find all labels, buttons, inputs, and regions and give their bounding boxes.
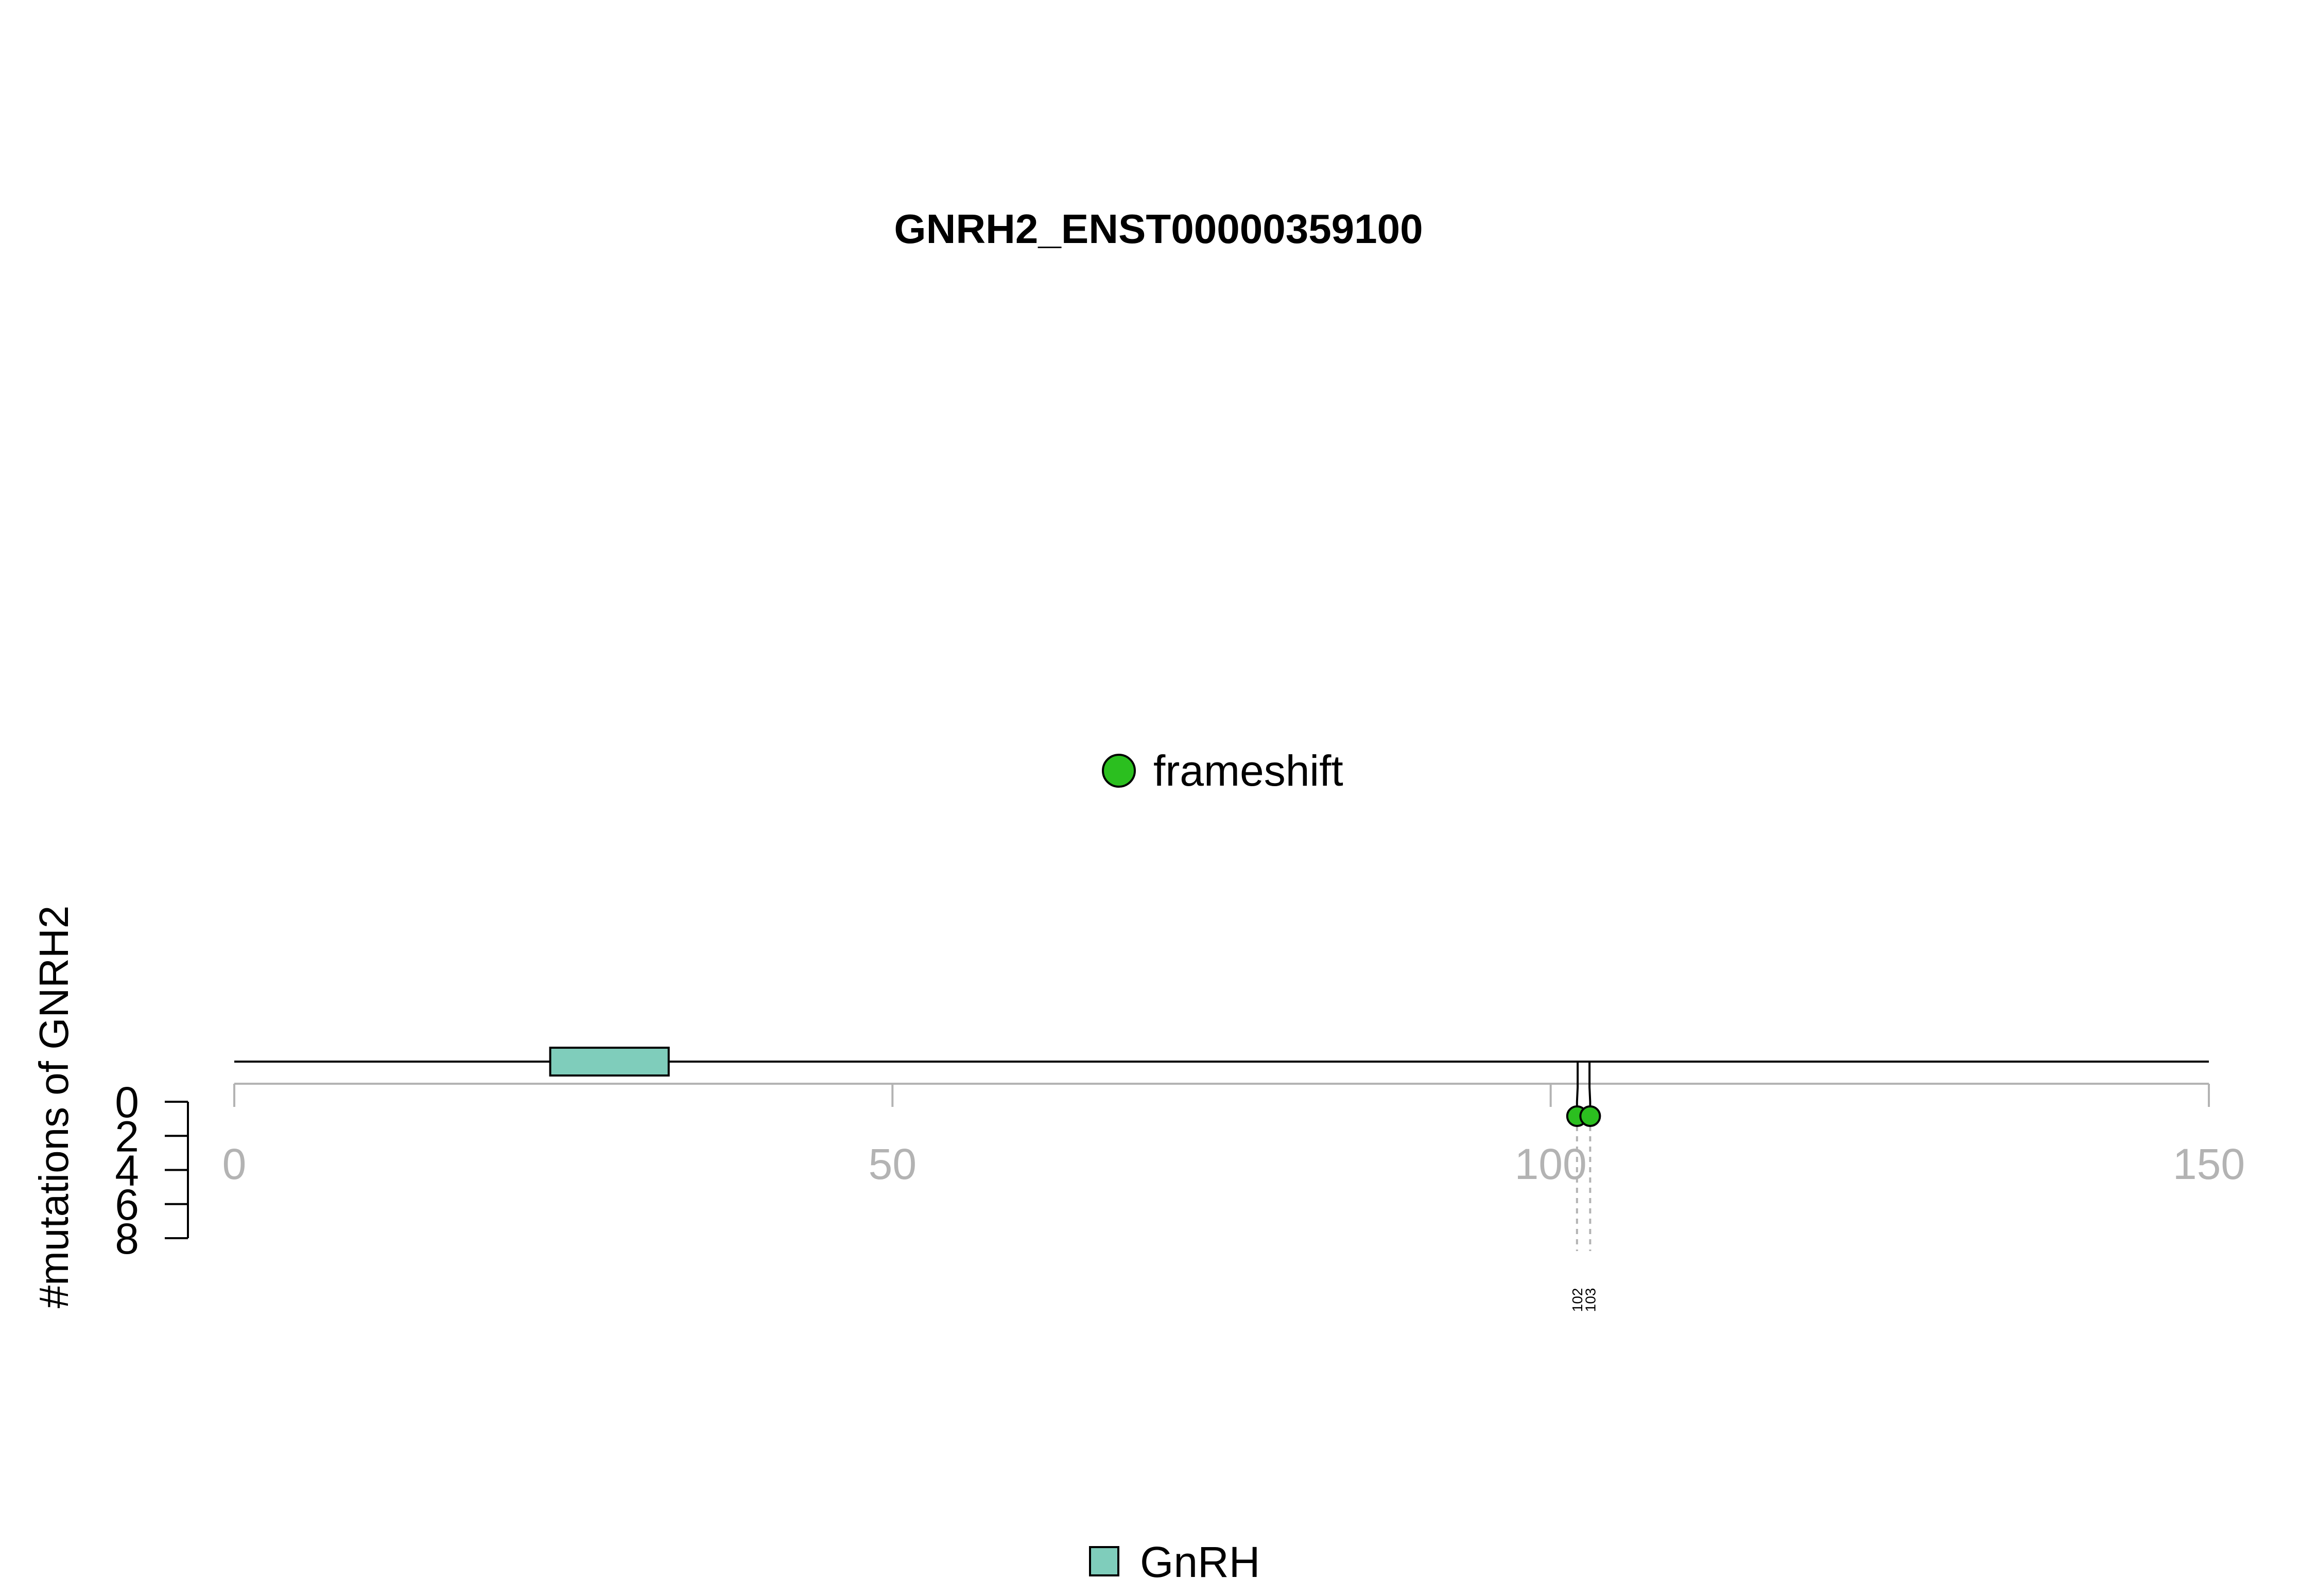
y-axis-label: #mutations of GNRH2: [31, 906, 77, 1309]
y-tick-label-2: 2: [115, 1112, 139, 1160]
domain-GnRH: [549, 1047, 670, 1077]
chart-title: GNRH2_ENST00000359100: [894, 206, 1423, 252]
x-tick-label-150: 150: [2173, 1140, 2245, 1188]
mutation-position-label-102: 102: [1569, 1288, 1585, 1312]
domain-layer: [549, 1047, 670, 1077]
domain-legend-swatch-GnRH: [1089, 1546, 1119, 1576]
domain-legend-label-GnRH: GnRH: [1140, 1538, 1260, 1586]
mutation-type-legend: frameshift: [1102, 747, 1343, 795]
mutation-position-label-103: 103: [1582, 1288, 1598, 1312]
mutation-stem-102: [1576, 1062, 1579, 1106]
y-tick-label-4: 4: [115, 1147, 139, 1195]
y-tick-label-6: 6: [115, 1181, 139, 1229]
legend-label-frameshift: frameshift: [1153, 747, 1343, 795]
mutation-dot-103: [1579, 1105, 1601, 1127]
x-tick-label-50: 50: [869, 1140, 917, 1188]
x-tick-label-0: 0: [222, 1140, 247, 1188]
x-axis: 0 50 100 150: [222, 1083, 2245, 1188]
x-tick-label-100: 100: [1515, 1140, 1587, 1188]
y-tick-label-0: 0: [115, 1078, 139, 1126]
mutation-stem-103: [1588, 1062, 1592, 1106]
y-tick-label-8: 8: [115, 1215, 139, 1263]
legend-swatch-frameshift: [1102, 754, 1136, 788]
domain-legend: GnRH: [1089, 1538, 1260, 1586]
